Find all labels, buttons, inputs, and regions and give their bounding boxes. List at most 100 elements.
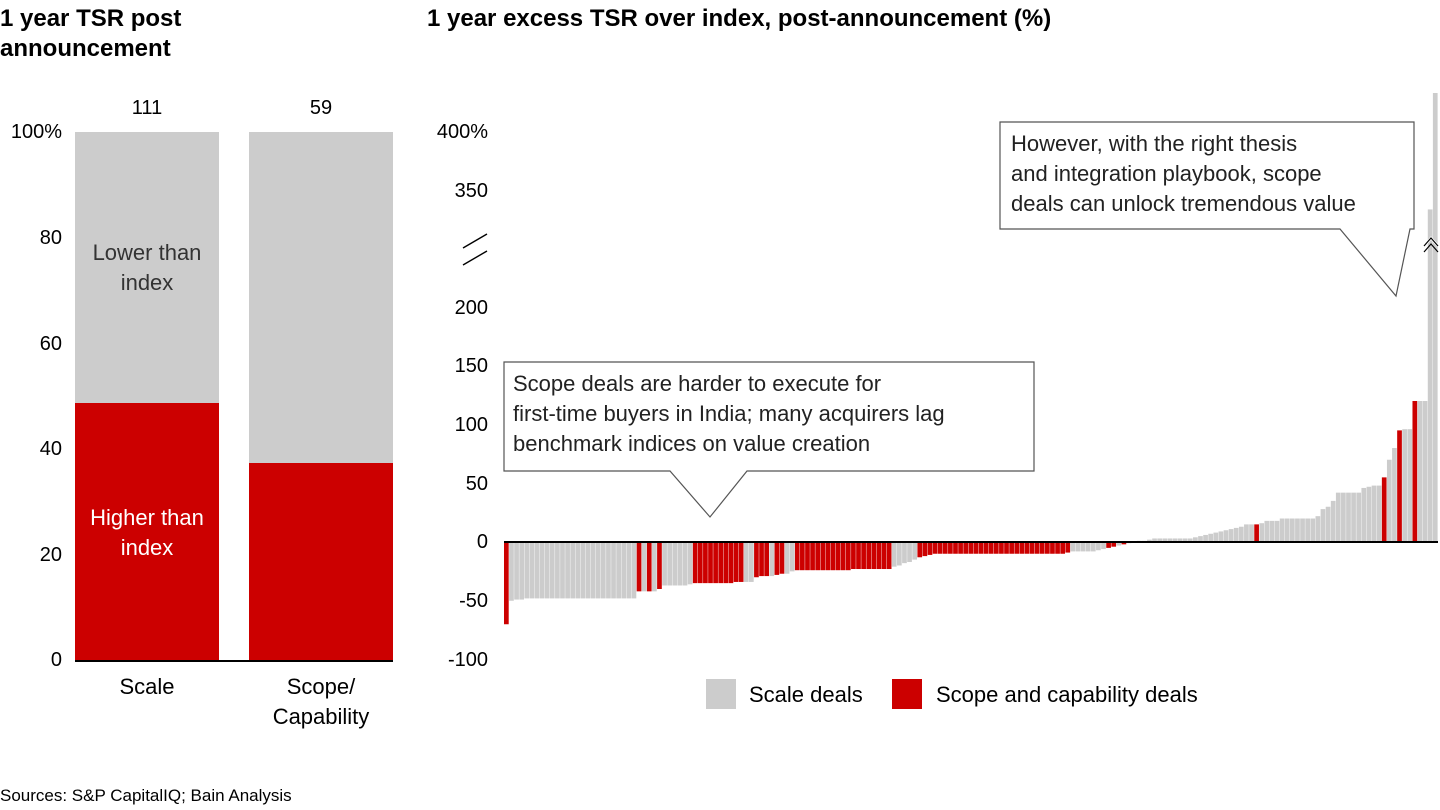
- right-chart-title: 1 year excess TSR over index, post-annou…: [427, 5, 1052, 32]
- scale-deal-bar: [555, 542, 560, 599]
- segment-label-higher: Higher than index: [90, 505, 204, 560]
- scope-deal-bar: [840, 542, 846, 571]
- scope-deal-bar: [1412, 401, 1418, 542]
- legend-label-scope: Scope and capability deals: [936, 682, 1198, 707]
- scale-deal-bar: [1157, 538, 1162, 542]
- scope-deal-bar: [728, 542, 734, 584]
- scale-deal-bar: [682, 542, 688, 586]
- scale-deal-bar: [590, 542, 596, 599]
- scale-deal-bar: [1152, 538, 1157, 542]
- scale-deal-bar: [514, 542, 519, 600]
- scale-deal-bar: [544, 542, 550, 599]
- scale-deal-bar: [1116, 542, 1122, 546]
- scope-deal-bar: [805, 542, 810, 571]
- scope-deal-bar: [1254, 524, 1259, 543]
- scale-deal-bar: [1402, 429, 1407, 542]
- scope-deal-bar: [1039, 542, 1045, 554]
- scope-deal-bar: [973, 542, 979, 554]
- scope-deal-bar: [881, 542, 887, 570]
- scale-deal-bar: [1295, 518, 1300, 542]
- right-ytick-350: 350: [454, 180, 488, 202]
- scope-deal-bar: [825, 542, 831, 571]
- scale-deal-bar: [1233, 527, 1239, 542]
- scale-deal-bar: [769, 542, 775, 577]
- legend-swatch-scale: [706, 679, 736, 709]
- right-ytick-minus100: -100: [447, 649, 488, 671]
- scale-deal-bar: [1080, 542, 1086, 552]
- scale-deal-bar: [509, 542, 514, 601]
- callout-text-scope-value: However, with the right thesis and integ…: [1011, 131, 1356, 216]
- scope-deal-bar: [1029, 542, 1035, 554]
- left-chart-title: 1 year TSR post announcement: [0, 5, 182, 62]
- scale-deal-bar: [1371, 485, 1377, 542]
- left-ytick-100: 100%: [10, 121, 62, 143]
- scale-deal-bar: [902, 542, 907, 564]
- scope-deal-bar: [942, 542, 948, 554]
- scope-deal-bar: [820, 542, 826, 571]
- scale-deal-bar: [631, 542, 637, 599]
- bar-scale-lower: [75, 132, 219, 403]
- scale-deal-bar: [1310, 518, 1316, 542]
- scope-deal-bar: [886, 542, 892, 570]
- scale-deal-bar: [1366, 486, 1372, 542]
- left-ytick-0: 0: [50, 649, 62, 671]
- scope-deal-bar: [978, 542, 984, 554]
- scale-deal-bar: [672, 542, 678, 586]
- scope-deal-bar: [993, 542, 999, 554]
- scale-deal-bar: [896, 542, 902, 566]
- scale-deal-bar: [677, 542, 683, 586]
- right-ytick-400: 400%: [436, 121, 488, 143]
- scale-deal-bar: [1279, 518, 1285, 542]
- scope-deal-bar: [1397, 430, 1402, 543]
- scale-deal-bar: [580, 542, 586, 599]
- scale-deal-bar: [1356, 492, 1362, 542]
- scope-deal-bar: [723, 542, 729, 584]
- scale-deal-bar: [1269, 520, 1275, 542]
- scope-deal-bar: [646, 542, 652, 592]
- scope-deal-bar: [1024, 542, 1030, 554]
- scope-deal-bar: [845, 542, 851, 571]
- scope-deal-bar: [937, 542, 943, 554]
- scope-deal-bar: [1004, 542, 1009, 554]
- scale-deal-bar: [1085, 542, 1091, 552]
- scope-deal-bar: [1106, 542, 1111, 548]
- scale-deal-bar: [1341, 492, 1346, 542]
- scope-deal-bar: [922, 542, 928, 557]
- scope-deal-bar: [1121, 542, 1127, 545]
- scope-deal-bar: [856, 542, 861, 570]
- scale-deal-bar: [743, 542, 749, 582]
- scale-deal-bar: [1162, 538, 1168, 542]
- scale-deal-bar: [1193, 537, 1198, 542]
- scope-deal-bar: [657, 542, 662, 589]
- scale-deal-bar: [1075, 542, 1081, 552]
- scope-deal-bar: [1055, 542, 1060, 554]
- scale-deal-bar: [585, 542, 591, 599]
- scale-deal-bar: [565, 542, 570, 599]
- scale-deal-bar: [1330, 500, 1336, 543]
- scale-deal-bar: [1422, 401, 1428, 542]
- scope-deal-bar: [759, 542, 764, 577]
- scale-deal-bar: [1427, 209, 1433, 543]
- scale-deal-bar: [1432, 93, 1438, 542]
- segment-label-lower: Lower than index: [92, 240, 202, 295]
- callout-text-scope-harder: Scope deals are harder to execute for fi…: [513, 371, 945, 456]
- scope-deal-bar: [718, 542, 724, 584]
- scale-deal-bar: [560, 542, 565, 599]
- scale-deal-bar: [570, 542, 576, 599]
- scope-deal-bar: [1045, 542, 1050, 554]
- scope-deal-bar: [1019, 542, 1025, 554]
- scale-deal-bar: [1259, 523, 1265, 542]
- scale-deal-bar: [606, 542, 611, 599]
- left-ytick-40: 40: [39, 438, 62, 460]
- scale-deal-bar: [1289, 518, 1295, 542]
- bar-scope-lower: [249, 132, 393, 463]
- scale-deal-bar: [611, 542, 616, 599]
- scale-deal-bar: [595, 542, 601, 599]
- scale-deal-bar: [1218, 531, 1224, 542]
- scope-deal-bar: [963, 542, 969, 554]
- scale-deal-bar: [1346, 492, 1351, 542]
- scope-deal-bar: [815, 542, 821, 571]
- scale-deal-bar: [1274, 520, 1280, 542]
- scale-deal-bar: [539, 542, 545, 599]
